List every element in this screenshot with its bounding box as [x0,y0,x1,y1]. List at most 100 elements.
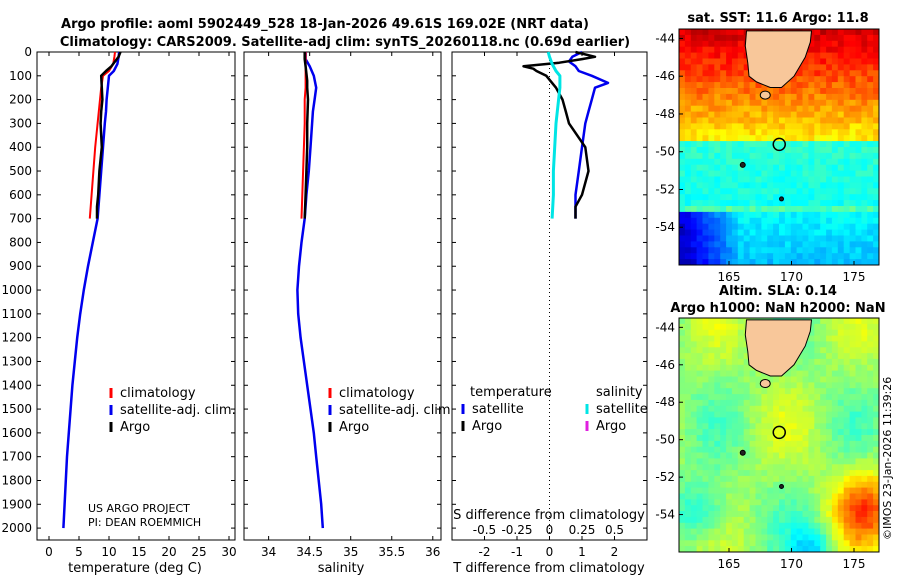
map-cell [814,546,821,552]
map-cell [861,76,868,83]
map-cell [690,335,698,342]
map-cell [696,52,704,60]
map-cell [679,417,686,424]
map-cell [690,435,698,442]
map-cell [814,440,821,448]
map-cell [755,464,762,471]
map-cell [684,253,692,260]
map-cell [861,341,868,348]
map-cell [749,217,757,225]
map-cell [720,229,727,237]
map-y-tick-label: -50 [655,145,675,159]
map-cell [743,394,751,401]
map-cell [743,417,751,424]
map-cell [731,123,739,130]
map-cell [814,452,821,459]
map-cell [679,176,686,183]
map-cell [861,382,868,389]
map-y-tick-label: -48 [655,395,675,409]
map-cell [826,528,833,535]
map-cell [867,217,874,225]
map-cell [737,99,745,107]
map-cell [743,241,751,248]
map-cell [714,464,721,471]
map-cell [808,458,815,465]
map-cell [779,546,786,552]
map-cell [714,335,721,342]
map-cell [802,511,809,518]
map-cell [755,394,762,401]
map-cell [873,423,879,430]
map-cell [861,452,868,459]
map-cell [702,141,709,148]
map-cell [761,182,768,189]
map-cell [826,117,833,124]
map-cell [720,323,727,331]
map-cell [702,323,709,331]
map-cell [873,70,879,77]
map-cell [714,470,721,477]
map-cell [726,129,733,136]
map-cell [843,176,851,183]
map-cell [837,323,845,331]
map-cell [796,399,804,407]
map-cell [784,511,792,518]
map-cell [820,487,827,494]
map-cell [843,259,851,265]
map-cell [796,93,804,101]
map-cell [773,417,780,424]
y-tick-label: 1700 [1,450,32,464]
map-cell [731,370,739,377]
map-cell [790,423,798,430]
map-cell [696,475,704,483]
map-cell [708,135,715,142]
map-cell [779,123,786,130]
map-cell [843,253,851,260]
map-cell [731,499,739,506]
map-cell [737,505,745,512]
map-cell [826,70,833,77]
map-cell [767,111,774,119]
map-cell [743,481,751,489]
map-cell [684,464,692,471]
map-cell [743,487,751,494]
map-cell [855,464,862,471]
y-tick-label: 1200 [1,331,32,345]
map-cell [802,388,809,395]
map-cell [831,229,839,237]
map-cell [702,464,709,471]
map-cell [855,417,862,424]
map-cell [720,358,727,366]
map-cell [837,247,845,254]
map-cell [726,487,733,494]
map-cell [867,499,874,506]
map-cell [849,93,857,101]
map-cell [855,99,862,107]
map-cell [726,522,733,530]
map-cell [720,223,727,231]
temperature-xlabel: temperature (deg C) [68,561,202,576]
map-cell [690,364,698,372]
map-cell [873,329,879,337]
map-cell [831,105,839,113]
map-cell [708,147,715,154]
map-cell [849,188,857,195]
map-cell [867,475,874,483]
map-cell [861,399,868,407]
map-cell [779,99,786,107]
map-cell [820,429,827,436]
map-cell [849,318,857,325]
map-cell [802,358,809,366]
map-cell [679,411,686,418]
map-cell [708,164,715,172]
map-cell [820,546,827,552]
map-cell [808,58,815,65]
map-cell [867,105,874,113]
map-cell [826,429,833,436]
map-cell [702,105,709,113]
map-cell [696,129,704,136]
map-cell [873,394,879,401]
map-cell [826,347,833,354]
map-cell [808,394,815,401]
map-cell [708,505,715,512]
